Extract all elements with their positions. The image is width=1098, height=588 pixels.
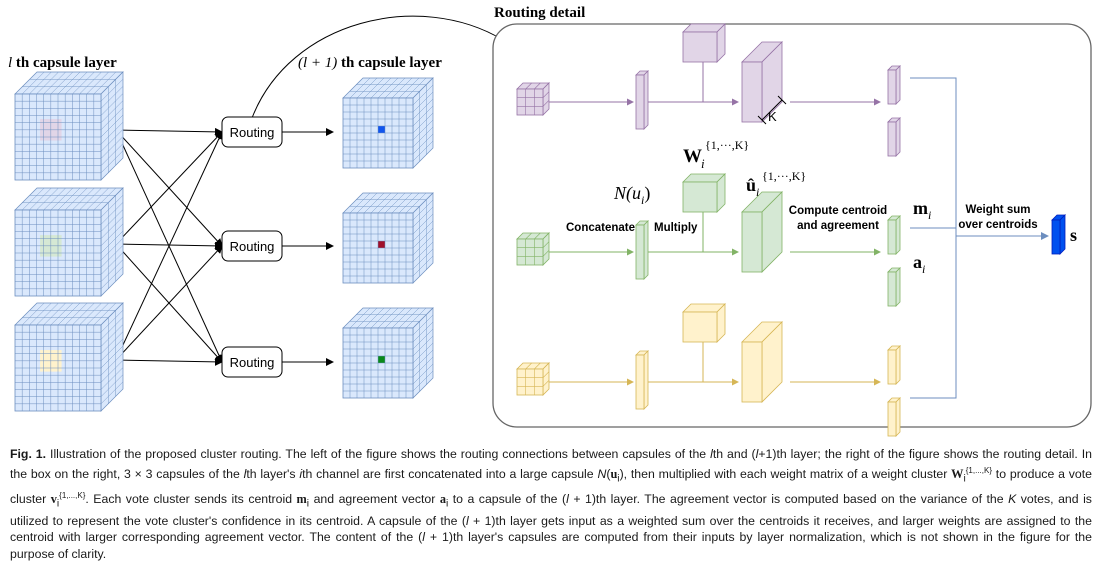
caption-text: th layer's [246,466,300,481]
concat-capsule-green [635,220,649,280]
caption-var: v [50,491,57,506]
capsule-cubes [14,71,434,412]
caption-var: l [755,447,759,461]
routing-label: Routing [230,125,275,140]
agreement-label: and agreement [797,220,879,232]
w-superscript: {1,···,K} [705,138,749,152]
a-label: ai [913,252,925,276]
caption-var: K [1008,491,1017,506]
agreement-yellow [887,397,901,437]
capsule-cube-l1-3 [342,307,434,399]
caption-var: i [299,466,303,481]
capsule-cube-l1-1 [342,77,434,169]
weight-cluster-yellow [682,303,726,343]
caption-text: and agreement vector [309,491,440,506]
caption-text: votes, and is utilized to represent the … [10,491,1092,528]
vote-cluster-green [741,191,783,273]
input-grid-purple [516,82,550,116]
caption-var: m [296,491,307,506]
capsule-cube-l-1 [14,71,124,181]
caption-var: N [597,466,607,481]
compute-centroid-label: Compute centroid [789,205,887,217]
caption-var: i [56,498,60,510]
agreement-green [887,267,901,307]
centroid-green [887,215,901,255]
caption-var: l [566,491,569,506]
layer-l-title: l th capsule layer [8,55,117,71]
routing-label: Routing [230,239,275,254]
agreement-purple [887,117,901,157]
caption-text: to a capsule of the ( [448,491,567,506]
figure-caption: Fig. 1. Illustration of the proposed clu… [10,446,1092,563]
caption-var: W [951,466,964,481]
weight-sum-label: Weight sum [966,204,1031,216]
caption-var: l [465,513,469,528]
concat-capsule-yellow [635,350,649,410]
routing-label: Routing [230,355,275,370]
caption-text: + 1)th layer's capsules are computed fro… [10,530,1092,562]
caption-var: i [617,473,620,485]
caption-text: + 1)th layer gets input as a weighted su… [10,513,1092,545]
layer-l1-title: (l + 1) th capsule layer [298,55,442,71]
input-grid-green [516,232,550,266]
capsule-cube-l-2 [14,187,124,297]
caption-var: {1,...,K} [965,465,992,475]
w-label: Wi [683,146,705,171]
caption-var: l [422,530,425,545]
caption-var: u [610,466,618,481]
input-grid-yellow [516,362,550,396]
caption-text: Illustration of the proposed cluster rou… [46,447,711,461]
over-centroids-label: over centroids [958,219,1037,231]
caption-text: to produce a vote cluster [10,466,1092,506]
caption-text: ), then multiplied with each weight matr… [619,466,952,481]
caption-var: a [439,491,446,506]
u-label: ûi [746,175,759,199]
caption-text: . Each vote cluster sends its centroid [85,491,297,506]
n-label: N(ui) [613,183,650,207]
u-superscript: {1,···,K} [762,169,806,183]
weight-cluster-purple [682,23,726,63]
caption-var: i [963,473,966,485]
centroid-connector [910,77,957,399]
concat-capsule-purple [635,70,649,130]
k-bracket [761,99,783,121]
s-capsule [1051,214,1066,255]
multiply-label: Multiply [654,222,698,234]
caption-var: i [445,498,449,510]
caption-text: th and ( [712,447,756,461]
routing-detail-title: Routing detail [494,5,585,21]
fig-label: Fig. 1. [10,447,47,461]
m-label: mi [913,198,931,222]
caption-text: th channel are first concatenated into a… [302,466,598,481]
routing-box-2: Routing [221,230,283,262]
k-bracket [757,95,787,125]
caption-var: l [710,447,713,461]
routing-detail-content [516,23,1066,437]
caption-var: i [306,498,310,510]
caption-text: + 1)th layer. The agreement vector is co… [568,491,1009,506]
routing-connections [115,15,504,366]
concatenate-label: Concatenate [566,222,635,234]
vote-cluster-purple [741,41,783,123]
capsule-cube-l-3 [14,302,124,412]
centroid-yellow [887,345,901,385]
centroid-purple [887,65,901,105]
weight-cluster-green [682,173,726,213]
vote-cluster-yellow [741,321,783,403]
k-label: K [768,109,777,124]
caption-text: ( [606,466,611,481]
capsule-cube-l1-2 [342,192,434,284]
routing-box-1: Routing [221,116,283,148]
routing-box-3: Routing [221,346,283,378]
caption-text: +1)th layer; the right of the figure sho… [10,447,1093,481]
s-label: s [1070,225,1077,245]
caption-var: {1,...,K} [59,490,86,500]
cluster-routing-figure: l th capsule layer (l + 1) th capsule la… [8,5,1092,437]
caption-var: l [243,466,247,481]
